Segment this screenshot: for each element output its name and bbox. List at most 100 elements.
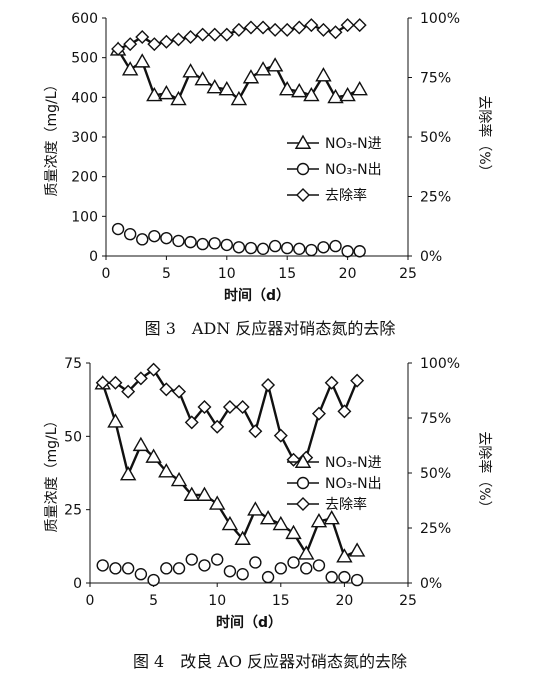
x-tick-label: 5 <box>162 266 171 282</box>
data-point-triangle <box>134 53 151 68</box>
data-point-diamond <box>268 22 283 37</box>
data-point-circle <box>109 562 122 575</box>
x-tick-label: 20 <box>335 593 353 609</box>
data-point-triangle <box>230 90 248 106</box>
data-point-triangle <box>196 486 213 501</box>
data-point-circle <box>123 227 137 241</box>
data-point-triangle <box>303 86 320 102</box>
x-tick-label: 15 <box>278 266 296 282</box>
data-point-triangle <box>323 510 340 525</box>
y2-tick-label: 75% <box>420 71 451 87</box>
data-point-triangle <box>315 67 332 82</box>
data-point-triangle <box>194 71 211 86</box>
data-point-diamond <box>159 382 174 397</box>
data-point-circle <box>134 567 148 581</box>
y-tick-label: 300 <box>71 130 98 146</box>
data-point-triangle <box>351 80 368 96</box>
data-point-diamond <box>172 384 187 399</box>
data-point-diamond <box>121 384 136 399</box>
x-tick-label: 10 <box>208 593 226 609</box>
data-point-triangle <box>339 86 356 102</box>
data-point-circle <box>293 242 306 256</box>
x-axis-title: 时间（d） <box>224 287 290 304</box>
data-point-diamond <box>146 362 161 377</box>
data-point-circle <box>196 237 209 251</box>
legend-marker-triangle <box>294 134 312 149</box>
data-point-diamond <box>261 378 276 392</box>
data-point-diamond <box>222 400 237 414</box>
x-tick-label: 20 <box>339 266 357 282</box>
y2-tick-label: 0% <box>420 249 442 265</box>
data-point-diamond <box>324 375 339 390</box>
legend-label: NO₃-N进 <box>325 136 382 152</box>
data-point-diamond <box>184 415 199 430</box>
data-point-circle <box>136 233 149 246</box>
chart-adn-reactor: 0 5 10 15 20 25 0 100 200 300 400 500 600 0% 25% 50% 75%… <box>44 11 493 304</box>
data-point-circle <box>198 559 211 572</box>
data-point-diamond <box>171 32 186 47</box>
data-point-circle <box>232 241 246 254</box>
x-tick-label: 25 <box>399 266 417 282</box>
axes: 0 5 10 15 20 25 0 100 200 300 400 500 600 0% 25% 50% 75%… <box>44 11 493 304</box>
data-point-triangle <box>121 61 139 76</box>
data-point-triangle <box>247 501 264 516</box>
data-point-triangle <box>182 63 199 78</box>
data-point-triangle <box>348 542 366 557</box>
data-point-diamond <box>337 404 352 419</box>
y2-axis-title: 去除率（%） <box>476 431 493 514</box>
data-point-diamond <box>111 41 126 56</box>
data-point-circle <box>147 573 160 587</box>
data-point-triangle <box>278 80 296 96</box>
data-point-diamond <box>123 37 138 52</box>
data-point-diamond <box>147 37 162 52</box>
y2-tick-label: 0% <box>420 576 442 592</box>
data-point-triangle <box>298 545 315 560</box>
data-point-diamond <box>292 20 307 35</box>
y2-tick-label: 100% <box>420 11 460 27</box>
data-point-triangle <box>107 413 124 428</box>
y-axis-title: 质量浓度（mg/L） <box>44 77 60 196</box>
data-point-diamond <box>219 27 234 42</box>
data-point-diamond <box>207 27 222 42</box>
axes: 0 5 10 15 20 25 0 25 50 75 0% 25% 50% 75% 100% 时间（d） 质量浓… <box>44 356 493 631</box>
data-point-diamond <box>159 34 174 49</box>
x-tick-label: 5 <box>149 593 158 609</box>
data-point-diamond <box>133 371 148 386</box>
data-point-circle <box>208 237 221 250</box>
legend-label: 去除率 <box>325 496 367 513</box>
data-point-triangle <box>310 512 328 528</box>
data-point-circle <box>220 238 234 252</box>
legend-marker-diamond <box>296 188 310 202</box>
data-point-diamond <box>304 18 319 33</box>
y-tick-label: 100 <box>71 209 98 225</box>
data-point-circle <box>325 570 338 584</box>
data-point-diamond <box>273 428 288 443</box>
data-point-circle <box>185 553 198 566</box>
series-circle <box>96 553 364 587</box>
y2-tick-label: 50% <box>420 466 451 482</box>
data-point-circle <box>256 242 270 256</box>
figure-3-caption: 图 3 ADN 反应器对硝态氮的去除 <box>144 319 396 338</box>
data-point-circle <box>172 562 186 575</box>
data-point-circle <box>223 565 237 578</box>
data-point-triangle <box>285 524 302 540</box>
y-tick-label: 200 <box>71 170 98 186</box>
data-point-triangle <box>158 463 175 478</box>
data-point-triangle <box>208 495 226 510</box>
data-point-triangle <box>146 86 163 102</box>
data-point-circle <box>121 562 135 575</box>
legend-marker-diamond <box>296 497 310 511</box>
data-point-diamond <box>197 400 212 414</box>
data-point-diamond <box>350 373 365 388</box>
legend-label: NO₃-N出 <box>325 476 382 492</box>
y2-tick-label: 100% <box>420 356 460 372</box>
data-point-diamond <box>280 22 295 37</box>
x-tick-label: 25 <box>399 593 417 609</box>
legend-label: NO₃-N进 <box>325 455 382 471</box>
x-tick-label: 10 <box>218 266 236 282</box>
data-point-circle <box>96 559 109 572</box>
y2-tick-label: 75% <box>420 411 451 427</box>
data-point-triangle <box>119 466 137 481</box>
data-point-triangle <box>259 510 277 525</box>
